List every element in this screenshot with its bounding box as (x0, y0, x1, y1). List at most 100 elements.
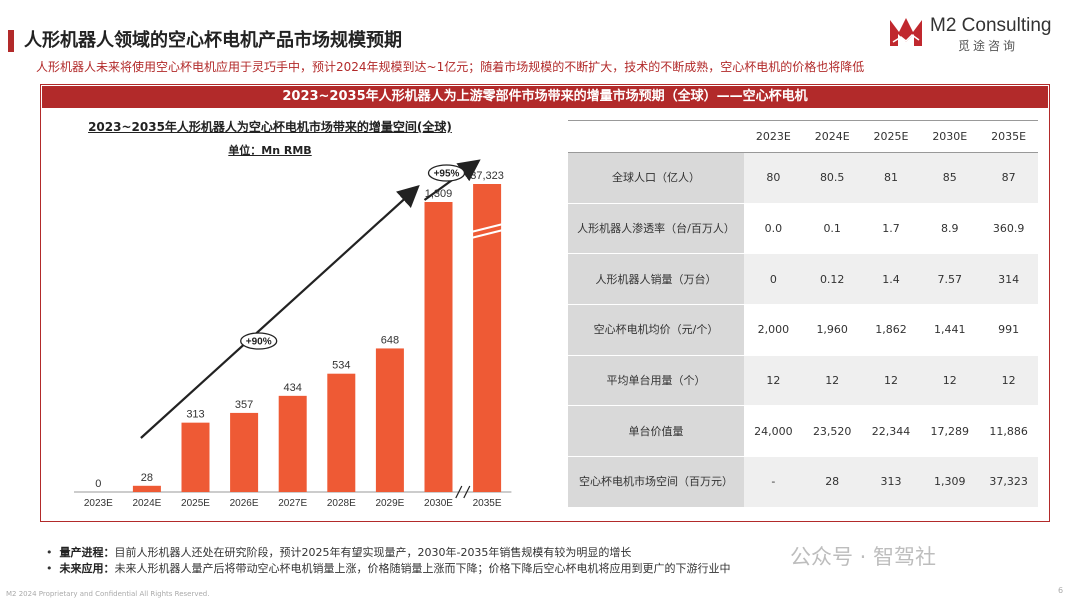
table-cell: 17,289 (920, 405, 980, 458)
x-tick-label: 2028E (327, 498, 356, 509)
logo-subtext: 觅途咨询 (958, 39, 1019, 53)
title-accent-bar (8, 30, 14, 52)
row-label: 全球人口（亿人） (568, 152, 744, 204)
m2-logo-icon (890, 18, 922, 46)
table-cell: 7.57 (920, 253, 980, 306)
table-cell: 1,309 (920, 456, 980, 508)
table-cell: 991 (979, 304, 1038, 356)
bar-break-mark (470, 223, 504, 233)
table-cell: 1,960 (802, 304, 862, 356)
table-row: 单台价值量 24,000 23,520 22,344 17,289 11,886 (568, 405, 1038, 458)
table-header-cell: 2035E (979, 120, 1038, 153)
x-tick-label: 2025E (181, 498, 210, 509)
logo-text: M2 Consulting (930, 15, 1052, 36)
bar-chart: 0 2023E 28 2024E 313 2025E 357 2026E 434 2027E 534… (74, 159, 512, 509)
bar (181, 422, 210, 492)
table-cell: 0.12 (802, 253, 862, 306)
trend-arrow (140, 185, 420, 439)
watermark: 公众号 · 智驾社 (790, 545, 937, 569)
chart-title: 2023~2035年人形机器人为空心杯电机市场带来的增量空间(全球) (88, 120, 452, 134)
bar (132, 485, 161, 492)
bullet-text: 目前人形机器人还处在研究阶段，预计2025年有望实现量产，2030年-2035年… (114, 546, 632, 559)
table-cell: 8.9 (920, 203, 980, 255)
x-tick-label: 2026E (230, 498, 259, 509)
panel-banner: 2023~2035年人形机器人为上游零部件市场带来的增量市场预期（全球）——空心… (42, 86, 1048, 108)
cagr-bubble (427, 164, 466, 182)
bar-value-label: 1,309 (425, 188, 453, 200)
data-table: 2023E 2024E 2025E 2030E 2035E 全球人口（亿人） 8… (568, 120, 1038, 508)
bar (278, 395, 307, 492)
bullet-text: 未来人形机器人量产后将带动空心杯电机销量上涨，价格随销量上涨而下降；价格下降后空… (114, 562, 731, 575)
bar-value-label: 313 (186, 409, 204, 421)
table-cell: 313 (861, 456, 921, 508)
content-panel (40, 84, 1050, 522)
table-row: 空心杯电机市场空间（百万元） - 28 313 1,309 37,323 (568, 456, 1038, 508)
x-tick-label: 2024E (132, 498, 161, 509)
table-cell: 1,441 (920, 304, 980, 356)
table-row: 人形机器人渗透率（台/百万人） 0.0 0.1 1.7 8.9 360.9 (568, 203, 1038, 255)
bullet-item: • 未来应用：未来人形机器人量产后将带动空心杯电机销量上涨，价格随销量上涨而下降… (46, 562, 731, 575)
bar-value-label: 648 (381, 334, 399, 346)
table-cell: 87 (979, 152, 1038, 204)
page-number: 6 (1058, 586, 1064, 595)
table-cell: 12 (979, 355, 1038, 407)
table-cell: 11,886 (979, 405, 1038, 458)
table-cell: 1.4 (861, 253, 921, 306)
table-header-cell: 2030E (920, 120, 980, 153)
row-label: 单台价值量 (568, 405, 744, 458)
table-cell: 80.5 (802, 152, 862, 204)
table-cell: 12 (744, 355, 803, 407)
bar (230, 412, 259, 492)
cagr-label: +95% (434, 169, 460, 180)
x-tick-label: 2035E (473, 498, 502, 509)
table-cell: 28 (802, 456, 862, 508)
chart-unit: 单位：Mn RMB (228, 144, 312, 157)
row-label: 空心杯电机市场空间（百万元） (568, 456, 744, 508)
axis-break-mark (455, 485, 463, 499)
bar-value-label: 434 (284, 382, 302, 394)
table-cell: 22,344 (861, 405, 921, 458)
x-tick-label: 2023E (84, 498, 113, 509)
row-label: 平均单台用量（个） (568, 355, 744, 407)
bullet-item: • 量产进程：目前人形机器人还处在研究阶段，预计2025年有望实现量产，2030… (46, 546, 632, 559)
table-cell: 0 (744, 253, 803, 306)
table-header-cell: 2025E (861, 120, 921, 153)
page-subtitle: 人形机器人未来将使用空心杯电机应用于灵巧手中，预计2024年规模到达~1亿元；随… (36, 60, 865, 74)
table-header-cell: 2023E (744, 120, 803, 153)
table-header-row: 2023E 2024E 2025E 2030E 2035E (568, 120, 1038, 153)
table-header-cell: 2024E (802, 120, 862, 153)
table-cell: 12 (861, 355, 921, 407)
cagr-bubble (240, 332, 278, 350)
table-cell: 12 (920, 355, 980, 407)
table-cell: 1,862 (861, 304, 921, 356)
table-cell: 23,520 (802, 405, 862, 458)
table-row: 平均单台用量（个） 12 12 12 12 12 (568, 355, 1038, 407)
table-row: 人形机器人销量（万台） 0 0.12 1.4 7.57 314 (568, 253, 1038, 306)
table-cell: 0.0 (744, 203, 803, 255)
table-cell: 360.9 (979, 203, 1038, 255)
table-cell: 80 (744, 152, 803, 204)
cagr-label: +90% (246, 337, 272, 348)
page-title: 人形机器人领域的空心杯电机产品市场规模预期 (24, 30, 402, 51)
x-tick-label: 2029E (375, 498, 404, 509)
bar (327, 373, 356, 492)
bar-break-mark (470, 229, 504, 239)
axis-break-mark (463, 485, 471, 499)
row-label: 空心杯电机均价（元/个） (568, 304, 744, 356)
bullet-key: 未来应用： (59, 562, 115, 575)
table-cell: 0.1 (802, 203, 862, 255)
table-row: 全球人口（亿人） 80 80.5 81 85 87 (568, 152, 1038, 204)
table-cell: 2,000 (744, 304, 803, 356)
footer-copyright: M2 2024 Proprietary and Confidential All… (6, 590, 210, 598)
bar-value-label: 357 (235, 399, 253, 411)
bar-value-label: 37,323 (470, 170, 504, 182)
table-cell: 24,000 (744, 405, 803, 458)
table-cell: 1.7 (861, 203, 921, 255)
bar (424, 202, 453, 492)
row-label: 人形机器人销量（万台） (568, 253, 744, 306)
table-cell: 85 (920, 152, 980, 204)
x-tick-label: 2030E (424, 498, 453, 509)
table-cell: - (744, 456, 803, 508)
bar-value-label: 534 (332, 360, 350, 372)
table-cell: 314 (979, 253, 1038, 306)
